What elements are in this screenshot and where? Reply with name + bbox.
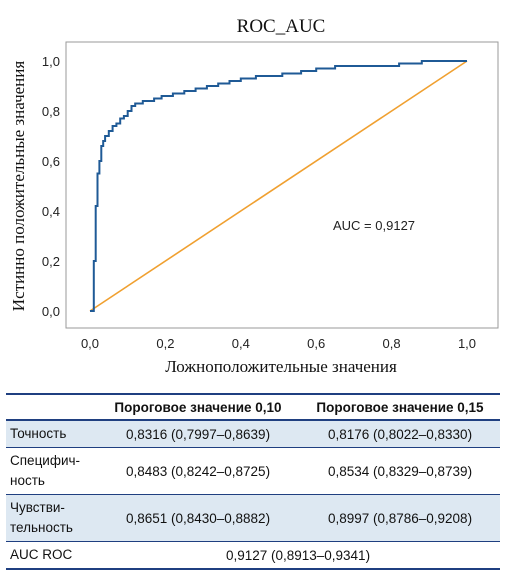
y-tick-label: 0,6 [42,154,60,169]
y-tick-label: 0,2 [42,254,60,269]
auc-annotation: AUC = 0,9127 [333,218,415,233]
row-label: Чувстви-тельность [10,500,73,535]
row-label: Специфич-ность [10,453,81,488]
table-row-auc: AUC ROC 0,9127 (0,8913–0,9341) [6,542,500,569]
plot-area [65,41,499,329]
cell-value: 0,8176 (0,8022–0,8330) [327,426,473,442]
y-tick-label: 0,0 [42,304,60,319]
x-axis-ticks: 0,0 0,2 0,4 0,6 0,8 1,0 [81,336,476,351]
x-axis-label: Ложноположительные значения [165,357,397,376]
row-label: Точность [10,426,67,441]
header-threshold-010: Пороговое значение 0,10 [114,399,282,415]
y-tick-label: 0,8 [42,104,60,119]
x-tick-label: 0,6 [307,336,325,351]
x-tick-label: 0,0 [81,336,99,351]
diagonal-reference-line [89,60,468,312]
table-row-sensitivity: Чувстви-тельность 0,8651 (0,8430–0,8882)… [6,494,500,542]
y-tick-label: 1,0 [42,54,60,69]
y-axis-label: Истинно положительные значения [9,61,28,312]
metrics-table: Пороговое значение 0,10 Пороговое значен… [6,393,500,570]
x-tick-label: 1,0 [458,336,476,351]
roc-layer [90,60,467,312]
table-header-row: Пороговое значение 0,10 Пороговое значен… [6,394,500,420]
cell-value: 0,8997 (0,8786–0,9208) [327,510,473,526]
header-threshold-015: Пороговое значение 0,15 [316,399,484,415]
cell-value: 0,8534 (0,8329–0,8739) [327,463,473,479]
chart-title: ROC_AUC [237,16,326,37]
cell-value: 0,8316 (0,7997–0,8639) [125,426,271,442]
table-row-accuracy: Точность 0,8316 (0,7997–0,8639) 0,8176 (… [6,420,500,448]
cell-value: 0,8483 (0,8242–0,8725) [125,463,271,479]
cell-value: 0,8651 (0,8430–0,8882) [125,510,271,526]
table-row-specificity: Специфич-ность 0,8483 (0,8242–0,8725) 0,… [6,448,500,495]
y-tick-label: 0,4 [42,204,60,219]
cell-value-merged: 0,9127 (0,8913–0,9341) [225,547,371,563]
diagonal-layer [89,60,468,312]
header-empty [6,394,96,420]
y-axis-ticks: 0,0 0,2 0,4 0,6 0,8 1,0 [42,54,60,319]
x-tick-label: 0,4 [232,336,250,351]
roc-curve [90,60,467,312]
roc-chart: ROC_AUC 0,0 0,2 0,4 0,6 0,8 1,0 0,00,20,40,60… [9,16,499,376]
x-tick-label: 0,2 [156,336,174,351]
x-tick-label: 0,8 [383,336,401,351]
row-label: AUC ROC [10,547,73,562]
